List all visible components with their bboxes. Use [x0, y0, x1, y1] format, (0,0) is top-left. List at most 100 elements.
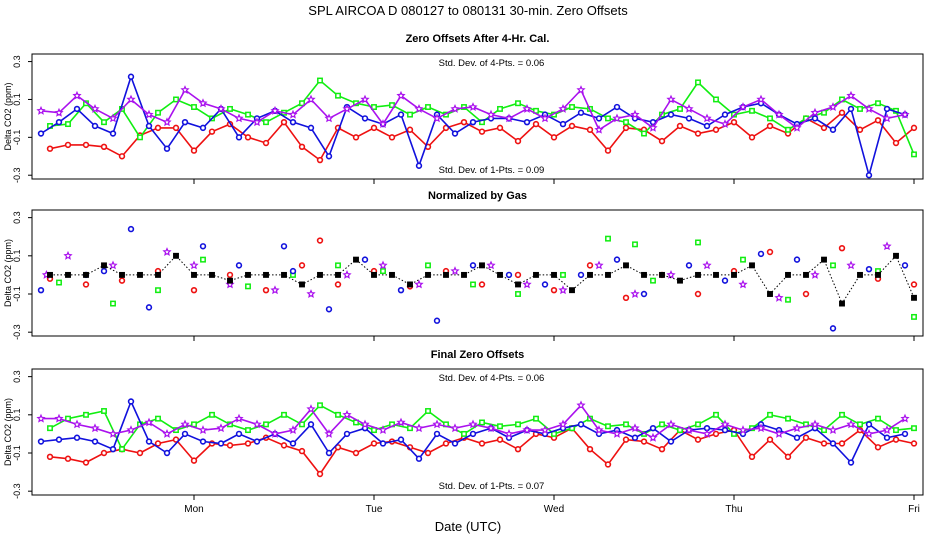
data-point-green — [56, 279, 62, 286]
data-point-blue — [181, 430, 189, 438]
data-point-purple — [630, 423, 640, 433]
data-point-blue — [235, 430, 243, 438]
data-point-red — [712, 430, 720, 438]
data-point-blue — [433, 430, 441, 438]
data-point-purple — [414, 279, 424, 289]
data-point-red — [64, 455, 72, 462]
data-point-green — [785, 296, 791, 303]
data-point-purple — [522, 279, 532, 289]
data-point-red — [172, 124, 180, 132]
data-point-red — [838, 440, 846, 447]
data-point-purple — [63, 250, 73, 260]
data-point-black — [749, 262, 755, 269]
data-point-purple — [900, 109, 910, 119]
data-point-blue — [829, 325, 837, 332]
data-point-purple — [450, 266, 460, 275]
data-point-green — [839, 411, 845, 418]
data-point-red — [370, 440, 378, 447]
data-point-purple — [432, 419, 442, 429]
data-point-purple — [738, 279, 748, 289]
data-point-green — [605, 115, 611, 122]
data-point-blue — [91, 438, 99, 445]
data-point-green — [641, 130, 647, 137]
data-point-green — [155, 415, 161, 422]
data-point-black — [911, 294, 917, 301]
data-point-purple — [108, 260, 118, 270]
data-point-purple — [72, 90, 82, 100]
data-point-green — [659, 421, 665, 428]
data-point-red — [46, 145, 54, 152]
data-point-blue — [163, 145, 171, 152]
data-point-red — [550, 286, 558, 294]
data-point-blue — [793, 434, 801, 441]
data-point-green — [677, 105, 683, 112]
data-point-red — [694, 290, 702, 298]
x-tick-label: Tue — [366, 504, 383, 515]
series-purple — [36, 85, 910, 134]
data-point-blue — [631, 434, 639, 441]
data-point-purple — [594, 124, 604, 134]
data-point-purple — [774, 292, 784, 302]
data-point-red — [766, 436, 774, 443]
data-point-red — [550, 134, 558, 141]
data-point-green — [605, 423, 611, 430]
data-point-green — [785, 126, 791, 133]
data-point-blue — [685, 115, 693, 122]
data-point-green — [470, 281, 476, 288]
x-tick-label: Mon — [184, 504, 203, 515]
data-point-blue — [757, 250, 765, 258]
panel-title: Normalized by Gas — [428, 190, 527, 202]
data-point-purple — [90, 423, 100, 433]
data-point-red — [316, 470, 324, 478]
data-point-red — [658, 137, 666, 145]
data-point-green — [425, 104, 431, 110]
y-axis-label: Delta CO2 (ppm) — [3, 398, 13, 466]
data-point-black — [497, 271, 503, 278]
data-point-green — [767, 115, 773, 122]
data-point-black — [803, 271, 809, 278]
data-point-black — [353, 256, 359, 263]
data-point-green — [407, 111, 413, 118]
data-point-red — [658, 445, 666, 453]
data-point-green — [335, 262, 341, 269]
data-point-blue — [415, 162, 423, 169]
data-point-purple — [198, 425, 208, 434]
data-point-purple — [288, 425, 298, 434]
data-point-blue — [37, 130, 45, 137]
data-point-purple — [234, 413, 244, 423]
data-point-black — [407, 281, 413, 288]
data-point-red — [100, 143, 108, 151]
data-point-purple — [360, 419, 370, 429]
data-point-green — [263, 421, 269, 428]
data-point-red — [820, 440, 828, 447]
data-point-blue — [73, 105, 81, 113]
data-point-red — [568, 122, 576, 130]
data-point-blue — [127, 398, 135, 405]
data-point-red — [334, 444, 342, 451]
data-point-green — [137, 134, 143, 141]
data-point-green — [749, 107, 755, 114]
data-point-green — [425, 262, 431, 269]
data-point-red — [802, 434, 810, 441]
data-point-green — [533, 415, 539, 422]
data-point-purple — [342, 269, 352, 279]
data-point-green — [191, 421, 197, 428]
panel-2: Normalized by Gas Delta CO2 (ppm) -0.3 -0.1… — [3, 190, 924, 341]
data-point-purple — [810, 269, 820, 279]
data-point-black — [659, 271, 665, 278]
data-point-green — [857, 105, 863, 112]
data-point-black — [317, 271, 323, 278]
x-tick-label: Fri — [908, 504, 920, 515]
data-point-black — [551, 271, 557, 278]
data-point-blue — [901, 430, 909, 438]
data-point-red — [604, 461, 612, 468]
data-point-blue — [613, 256, 621, 263]
data-point-red — [352, 449, 360, 457]
data-point-blue — [361, 115, 369, 122]
data-point-red — [586, 126, 594, 133]
data-point-blue — [433, 317, 441, 324]
data-point-purple — [468, 419, 478, 429]
data-point-black — [785, 271, 791, 278]
data-point-red — [262, 286, 270, 294]
